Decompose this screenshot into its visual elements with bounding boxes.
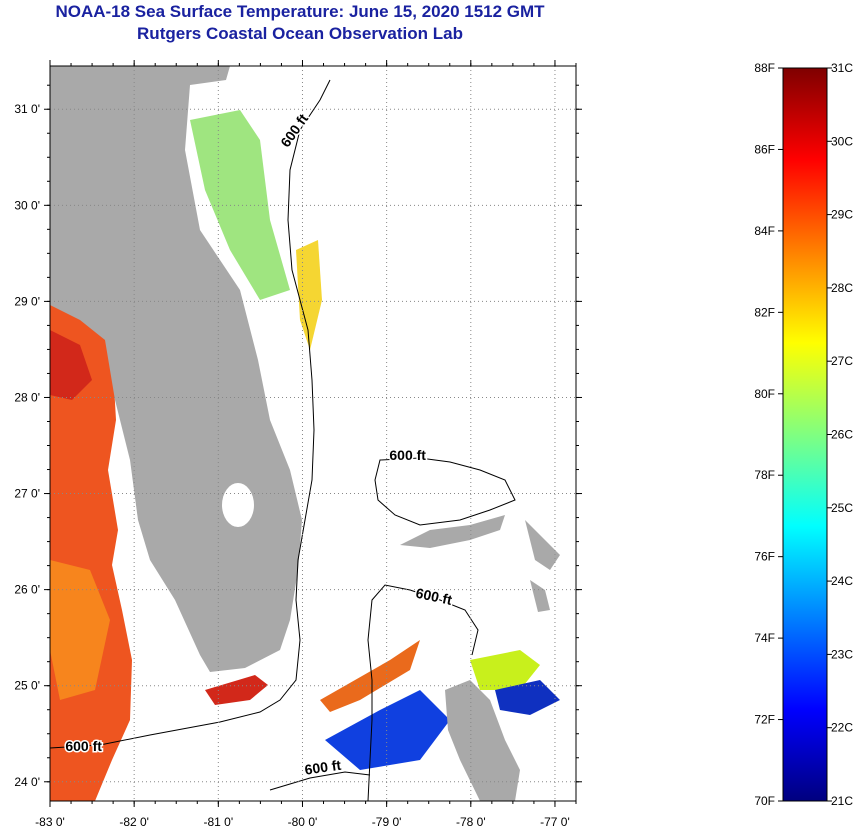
map-title: NOAA-18 Sea Surface Temperature: June 15… bbox=[55, 2, 545, 21]
colorbar-c-label: 31C bbox=[831, 61, 853, 75]
sst-straits-orange-patch bbox=[320, 640, 420, 712]
isobath-600ft-south bbox=[269, 771, 371, 791]
isobath-600ft-little-bahama bbox=[374, 457, 516, 526]
isobath-600ft-florida-east bbox=[50, 79, 331, 749]
isobath-600ft-great-bahama bbox=[367, 584, 479, 801]
y-tick-label: 28 0' bbox=[14, 390, 40, 404]
sst-atlantic-green-band bbox=[190, 110, 290, 300]
y-tick-label: 31 0' bbox=[14, 102, 40, 116]
colorbar-f-label: 88F bbox=[754, 61, 775, 75]
andros-land bbox=[445, 680, 520, 801]
colorbar-ticks: 88F 86F 84F 82F 80F 78F 76F 74F 72F 70F 31C 30C 29C 2… bbox=[754, 61, 853, 808]
colorbar-f-label: 86F bbox=[754, 142, 775, 156]
sst-keys-warm-patch bbox=[205, 675, 268, 705]
x-tick-label: -80 0' bbox=[288, 815, 318, 829]
colorbar-f-label: 72F bbox=[754, 713, 775, 727]
isobath-label: 600 ft bbox=[65, 738, 102, 754]
lat-lon-grid bbox=[50, 66, 576, 801]
colorbar-f-label: 84F bbox=[754, 224, 775, 238]
colorbar-c-label: 29C bbox=[831, 208, 853, 222]
isobath-label: 600 ft bbox=[304, 757, 343, 778]
isobath-label: 600 ft bbox=[389, 447, 426, 463]
y-tick-label: 26 0' bbox=[14, 583, 40, 597]
abaco-land bbox=[525, 520, 560, 570]
x-tick-label: -78 0' bbox=[456, 815, 486, 829]
y-tick-label: 29 0' bbox=[14, 294, 40, 308]
colorbar-c-label: 28C bbox=[831, 281, 853, 295]
colorbar-c-label: 22C bbox=[831, 721, 853, 735]
colorbar-c-label: 24C bbox=[831, 574, 853, 588]
sst-bahamas-lime-patch bbox=[470, 650, 540, 690]
colorbar-c-label: 26C bbox=[831, 428, 853, 442]
colorbar-c-label: 27C bbox=[831, 354, 853, 368]
axis-ticks: -83 0' -82 0' -81 0' -80 0' -79 0' -78 0' -77 … bbox=[14, 60, 582, 829]
colorbar-c-label: 23C bbox=[831, 647, 853, 661]
colorbar-c-label: 30C bbox=[831, 134, 853, 148]
y-tick-label: 24 0' bbox=[14, 775, 40, 789]
y-tick-label: 30 0' bbox=[14, 198, 40, 212]
colorbar-f-label: 80F bbox=[754, 387, 775, 401]
y-tick-label: 27 0' bbox=[14, 487, 40, 501]
lake-okeechobee bbox=[222, 483, 254, 527]
map-border bbox=[49, 65, 577, 802]
x-tick-label: -82 0' bbox=[119, 815, 149, 829]
temperature-colorbar bbox=[782, 67, 828, 802]
colorbar-c-label: 21C bbox=[831, 794, 853, 808]
x-tick-label: -77 0' bbox=[540, 815, 570, 829]
colorbar-f-label: 82F bbox=[754, 305, 775, 319]
x-tick-label: -79 0' bbox=[372, 815, 402, 829]
grand-bahama-land bbox=[400, 515, 505, 548]
colorbar-f-label: 74F bbox=[754, 631, 775, 645]
colorbar-c-label: 25C bbox=[831, 501, 853, 515]
sst-bahamas-blue-patch bbox=[325, 690, 450, 770]
colorbar-f-label: 70F bbox=[754, 794, 775, 808]
x-tick-label: -81 0' bbox=[203, 815, 233, 829]
x-tick-label: -83 0' bbox=[35, 815, 65, 829]
eleuthera-land bbox=[530, 580, 550, 612]
y-tick-label: 25 0' bbox=[14, 679, 40, 693]
sst-bahamas-blue-east bbox=[495, 680, 560, 715]
map-subtitle: Rutgers Coastal Ocean Observation Lab bbox=[137, 24, 463, 43]
colorbar-f-label: 76F bbox=[754, 550, 775, 564]
sst-gulf-orange-patch bbox=[50, 560, 110, 700]
sst-gulf-hot-patch bbox=[50, 330, 92, 400]
colorbar-f-label: 78F bbox=[754, 468, 775, 482]
